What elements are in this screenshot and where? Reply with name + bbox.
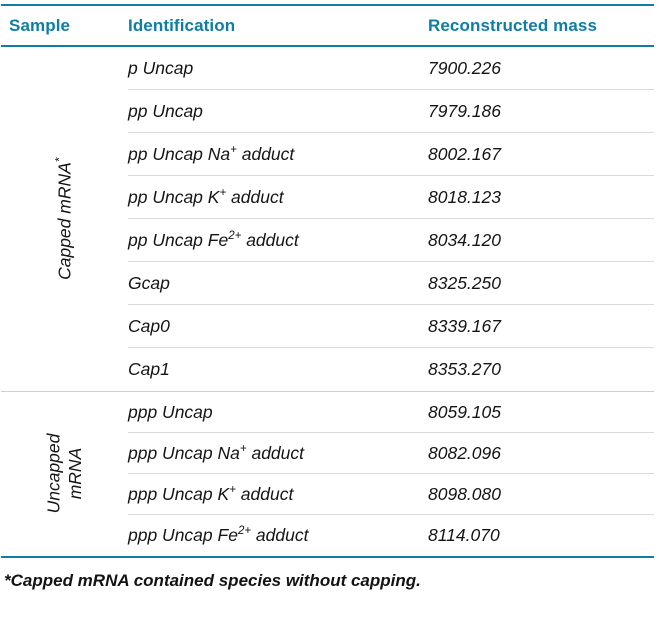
identification-suffix: adduct xyxy=(241,229,299,250)
mass-cell: 8059.105 xyxy=(428,401,501,422)
group-uncapped-rows: ppp Uncap 8059.105 ppp Uncap Na+ adduct … xyxy=(128,392,654,556)
identification-cell: Cap1 xyxy=(128,359,428,380)
identification-text: pp Uncap K xyxy=(128,186,220,207)
identification-cell: ppp Uncap K+ adduct xyxy=(128,484,428,505)
table-row: pp Uncap K+ adduct 8018.123 xyxy=(128,176,654,219)
table-row: ppp Uncap Na+ adduct 8082.096 xyxy=(128,433,654,474)
identification-text: p Uncap xyxy=(128,57,194,78)
identification-text: pp Uncap Fe xyxy=(128,229,229,250)
mass-cell: 7900.226 xyxy=(428,57,501,78)
group-capped-rows: p Uncap 7900.226 pp Uncap 7979.186 pp Un… xyxy=(128,47,654,391)
table-row: ppp Uncap K+ adduct 8098.080 xyxy=(128,474,654,515)
identification-text: Gcap xyxy=(128,272,170,293)
mass-cell: 8353.270 xyxy=(428,359,501,379)
identification-cell: ppp Uncap Na+ adduct xyxy=(128,443,428,464)
table-row: pp Uncap 7979.186 xyxy=(128,90,654,133)
identification-cell: Gcap xyxy=(128,273,428,294)
mass-cell: 8002.167 xyxy=(428,143,501,164)
group-uncapped-mrna: Uncapped mRNA ppp Uncap 8059.105 ppp Unc… xyxy=(1,392,654,556)
identification-cell: pp Uncap Fe2+ adduct xyxy=(128,230,428,251)
table-bottom-rule xyxy=(1,556,654,558)
identification-cell: p Uncap xyxy=(128,58,428,79)
identification-cell: pp Uncap K+ adduct xyxy=(128,187,428,208)
identification-text: ppp Uncap xyxy=(128,401,213,422)
identification-text: ppp Uncap Fe xyxy=(128,525,238,545)
identification-text: Cap0 xyxy=(128,315,170,336)
identification-cell: ppp Uncap xyxy=(128,402,428,423)
group-capped-mrna: Capped mRNA* p Uncap 7900.226 pp Uncap 7… xyxy=(1,47,654,391)
mass-cell: 8018.123 xyxy=(428,186,501,207)
identification-text: pp Uncap Na xyxy=(128,143,231,164)
mass-table: Sample Identification Reconstructed mass… xyxy=(1,0,654,591)
sample-label-capped-mrna: Capped mRNA* xyxy=(52,157,75,281)
mass-cell: 8034.120 xyxy=(428,229,501,250)
identification-cell: Cap0 xyxy=(128,316,428,337)
table-row: Gcap 8325.250 xyxy=(128,262,654,305)
table-row: p Uncap 7900.226 xyxy=(128,47,654,90)
group-divider-line xyxy=(1,391,654,392)
identification-suffix: adduct xyxy=(246,442,305,463)
header-identification: Identification xyxy=(128,15,236,35)
header-reconstructed-mass: Reconstructed mass xyxy=(428,15,598,35)
header-sample: Sample xyxy=(9,15,71,35)
sample-cell-uncapped: Uncapped mRNA xyxy=(1,392,128,556)
sample-label-text: Capped mRNA xyxy=(54,162,75,281)
table-row: pp Uncap Fe2+ adduct 8034.120 xyxy=(128,219,654,262)
table-row: Cap0 8339.167 xyxy=(128,305,654,348)
mass-cell: 7979.186 xyxy=(428,100,501,121)
sample-label-text: Uncapped mRNA xyxy=(42,434,85,514)
identification-superscript: 2+ xyxy=(228,229,242,242)
sample-label-asterisk: * xyxy=(52,157,67,163)
mass-cell: 8325.250 xyxy=(428,272,501,293)
mass-cell: 8082.096 xyxy=(428,442,501,463)
table-header-row: Sample Identification Reconstructed mass xyxy=(1,6,654,45)
identification-suffix: adduct xyxy=(251,525,309,545)
identification-superscript: + xyxy=(230,143,237,156)
table-row: ppp Uncap Fe2+ adduct 8114.070 xyxy=(128,515,654,556)
identification-suffix: adduct xyxy=(235,483,294,504)
identification-superscript: 2+ xyxy=(237,525,252,538)
table-row: Cap1 8353.270 xyxy=(128,348,654,391)
identification-text: ppp Uncap Na xyxy=(128,442,240,463)
identification-superscript: + xyxy=(239,442,247,455)
sample-cell-capped: Capped mRNA* xyxy=(1,47,128,391)
identification-text: pp Uncap xyxy=(128,100,203,121)
mass-cell: 8098.080 xyxy=(428,483,501,504)
identification-cell: pp Uncap xyxy=(128,101,428,122)
header-bottom-rule xyxy=(1,45,654,47)
table-top-rule xyxy=(1,4,654,6)
identification-cell: ppp Uncap Fe2+ adduct xyxy=(128,525,428,546)
identification-text: Cap1 xyxy=(128,359,170,379)
identification-superscript: + xyxy=(219,186,227,199)
table-footnote: *Capped mRNA contained species without c… xyxy=(4,571,421,590)
identification-superscript: + xyxy=(229,483,236,496)
identification-suffix: adduct xyxy=(226,186,284,207)
table-row: pp Uncap Na+ adduct 8002.167 xyxy=(128,133,654,176)
identification-cell: pp Uncap Na+ adduct xyxy=(128,144,428,165)
mass-cell: 8339.167 xyxy=(428,315,501,336)
table-row: ppp Uncap 8059.105 xyxy=(128,392,654,433)
identification-text: ppp Uncap K xyxy=(128,483,230,504)
mass-cell: 8114.070 xyxy=(428,525,500,545)
identification-suffix: adduct xyxy=(236,143,295,164)
sample-label-uncapped-mrna: Uncapped mRNA xyxy=(42,434,85,514)
